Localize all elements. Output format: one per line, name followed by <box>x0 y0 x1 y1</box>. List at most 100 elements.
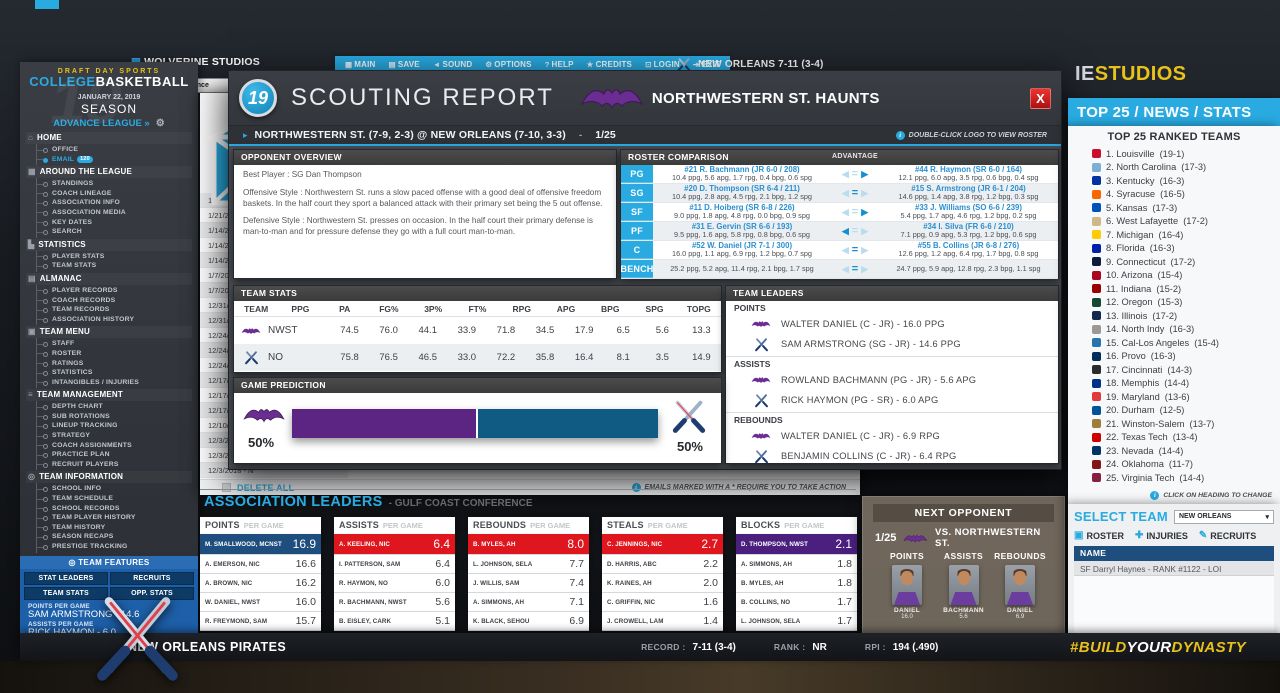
home-player-cell[interactable]: #11 D. Hoiberg (SR 6-8 / 226) 9.0 ppg, 1.… <box>653 203 831 221</box>
leader-row[interactable]: SAM ARMSTRONG (SG - JR) - 14.6 PPG <box>734 334 1050 354</box>
leader-row[interactable]: WALTER DANIEL (C - JR) - 6.9 RPG <box>734 426 1050 446</box>
sidebar-section-header[interactable]: ▙ STATISTICS <box>26 238 192 251</box>
sidebar-item[interactable]: STANDINGS <box>37 179 192 189</box>
sidebar-item[interactable]: ASSOCIATION HISTORY <box>37 315 192 325</box>
recruit-row[interactable]: SF Darryl Haynes - RANK #1122 - LOI <box>1074 561 1274 576</box>
association-leader-row[interactable]: A. KEELING, NIC 6.4 <box>334 534 455 555</box>
sidebar-item[interactable]: OFFICE <box>37 145 192 155</box>
sidebar-item[interactable]: ASSOCIATION INFO <box>37 198 192 208</box>
sidebar-item[interactable]: PLAYER RECORDS <box>37 286 192 296</box>
quickstat[interactable]: POINTS PER GAME SAM ARMSTRONG - 14.6 <box>20 602 198 620</box>
sidebar-item[interactable]: RECRUIT PLAYERS <box>37 460 192 470</box>
ranked-team-row[interactable]: 19. Maryland (13-6) <box>1068 390 1280 404</box>
sidebar-item[interactable]: SCHOOL INFO <box>37 484 192 494</box>
home-player-cell[interactable]: #20 D. Thompson (SR 6-4 / 211) 10.4 ppg, … <box>653 184 831 202</box>
association-leader-row[interactable]: I. PATTERSON, SAM 6.4 <box>334 555 455 574</box>
ranked-team-row[interactable]: 21. Winston-Salem (13-7) <box>1068 417 1280 431</box>
menu-item[interactable]: ➔ EXIT <box>693 60 720 69</box>
sidebar-item[interactable]: COACH ASSIGNMENTS <box>37 441 192 451</box>
bat-logo[interactable] <box>580 79 644 117</box>
sidebar-item[interactable]: INTANGIBLES / INJURIES <box>37 378 192 388</box>
sidebar-section-header[interactable]: ▦ AROUND THE LEAGUE <box>26 166 192 179</box>
ranked-team-row[interactable]: 10. Arizona (15-4) <box>1068 269 1280 283</box>
sidebar-item[interactable]: SCHOOL RECORDS <box>37 504 192 514</box>
association-leader-row[interactable]: A. SIMMONS, AH 1.8 <box>736 555 857 574</box>
feature-button[interactable]: RECRUITS <box>110 571 194 585</box>
association-leader-row[interactable]: L. JOHNSON, SELA 7.7 <box>468 555 589 574</box>
ranked-team-row[interactable]: 9. Connecticut (17-2) <box>1068 255 1280 269</box>
menu-item[interactable]: ▦ MAIN <box>345 60 376 69</box>
association-leader-row[interactable]: A. BROWN, NIC 16.2 <box>200 574 321 593</box>
ranked-team-row[interactable]: 16. Provo (16-3) <box>1068 350 1280 364</box>
association-leader-row[interactable]: K. RAINES, AH 2.0 <box>602 574 723 593</box>
ranked-team-row[interactable]: 25. Virginia Tech (14-4) <box>1068 471 1280 485</box>
ranked-team-row[interactable]: 5. Kansas (17-3) <box>1068 201 1280 215</box>
away-player-cell[interactable]: 24.7 ppg, 5.9 apg, 12.8 rpg, 2.3 bpg, 1.… <box>879 260 1058 278</box>
leader-column-header[interactable]: REBOUNDS PER GAME <box>468 517 589 534</box>
menu-item[interactable]: ? HELP <box>545 60 574 69</box>
ranked-team-row[interactable]: 18. Memphis (14-4) <box>1068 377 1280 391</box>
home-player-cell[interactable]: #31 E. Gervin (SR 6-6 / 193) 9.5 ppg, 1.6… <box>653 222 831 240</box>
sidebar-item[interactable]: PRESTIGE TRACKING <box>37 542 192 552</box>
sidebar-item[interactable]: COACH LINEAGE <box>37 189 192 199</box>
leader-row[interactable]: BENJAMIN COLLINS (C - JR) - 6.4 RPG <box>734 446 1050 466</box>
sidebar-item[interactable]: STAFF <box>37 339 192 349</box>
sidebar-item[interactable]: ROSTER <box>37 349 192 359</box>
association-leader-row[interactable]: C. JENNINGS, NIC 2.7 <box>602 534 723 555</box>
team-features-header[interactable]: ◎ TEAM FEATURES <box>20 555 198 569</box>
ranked-team-row[interactable]: 14. North Indy (16-3) <box>1068 323 1280 337</box>
next-opponent-leader[interactable]: POINTS DANIEL 16.0 <box>879 551 935 620</box>
menu-item[interactable]: ▤ SAVE <box>389 60 420 69</box>
top25-news-stats-header[interactable]: TOP 25 / NEWS / STATS <box>1068 98 1280 126</box>
ranked-team-row[interactable]: 15. Cal-Los Angeles (15-4) <box>1068 336 1280 350</box>
recruit-name-column-header[interactable]: NAME <box>1074 546 1274 561</box>
ranked-team-row[interactable]: 11. Indiana (15-2) <box>1068 282 1280 296</box>
away-player-cell[interactable]: #33 J. Williams (SO 6-6 / 239) 5.4 ppg, 1… <box>879 203 1058 221</box>
sidebar-item[interactable]: PLAYER STATS <box>37 252 192 262</box>
bat-logo[interactable] <box>903 531 928 546</box>
sidebar-section-header[interactable]: ▤ ALMANAC <box>26 272 192 285</box>
leader-row[interactable]: WALTER DANIEL (C - JR) - 16.0 PPG <box>734 314 1050 334</box>
association-leader-row[interactable]: A. EMERSON, NIC 16.6 <box>200 555 321 574</box>
ranked-team-row[interactable]: 8. Florida (16-3) <box>1068 242 1280 256</box>
team-view-button[interactable]: ✎ RECRUITS <box>1199 530 1256 541</box>
association-leader-row[interactable]: C. GRIFFIN, NIC 1.6 <box>602 593 723 612</box>
feature-button[interactable]: TEAM STATS <box>24 586 108 600</box>
ranked-team-row[interactable]: 3. Kentucky (16-3) <box>1068 174 1280 188</box>
association-leaders-label[interactable]: ASSOCIATION LEADERS <box>204 494 383 510</box>
menu-item[interactable]: ◄ SOUND <box>433 60 473 69</box>
association-leader-row[interactable]: B. MYLES, AH 8.0 <box>468 534 589 555</box>
sidebar-item[interactable]: TEAM STATS <box>37 261 192 271</box>
home-player-cell[interactable]: 25.2 ppg, 5.2 apg, 11.4 rpg, 2.1 bpg, 1.… <box>653 260 831 278</box>
away-player-cell[interactable]: #44 R. Haymon (SR 6-0 / 164) 12.1 ppg, 6.… <box>879 165 1058 183</box>
association-leader-row[interactable]: B. EISLEY, CARK 5.1 <box>334 612 455 631</box>
ranked-team-row[interactable]: 7. Michigan (16-4) <box>1068 228 1280 242</box>
delete-all-checkbox[interactable] <box>222 483 231 492</box>
gear-icon[interactable]: ⚙ <box>155 118 165 129</box>
leader-row[interactable]: RICK HAYMON (PG - SR) - 6.0 APG <box>734 390 1050 410</box>
sidebar-item[interactable]: LINEUP TRACKING <box>37 421 192 431</box>
quickstat[interactable]: ASSISTS PER GAME RICK HAYMON - 6.0 <box>20 620 198 637</box>
association-leader-row[interactable]: J. WILLIS, SAM 7.4 <box>468 574 589 593</box>
association-leader-row[interactable]: A. SIMMONS, AH 7.1 <box>468 593 589 612</box>
ranked-team-row[interactable]: 4. Syracuse (16-5) <box>1068 188 1280 202</box>
sidebar-item[interactable]: RATINGS <box>37 359 192 369</box>
association-leader-row[interactable]: L. JOHNSON, SELA 1.7 <box>736 612 857 631</box>
ranked-team-row[interactable]: 1. Louisville (19-1) <box>1068 147 1280 161</box>
close-button[interactable]: X <box>1030 87 1051 109</box>
association-leader-row[interactable]: W. DANIEL, NWST 16.0 <box>200 593 321 612</box>
sidebar-section-header[interactable]: ◎ TEAM INFORMATION <box>26 471 192 484</box>
leader-column-header[interactable]: POINTS PER GAME <box>200 517 321 534</box>
sidebar-item[interactable]: STATISTICS <box>37 368 192 378</box>
team-dropdown[interactable]: NEW ORLEANS ▾ <box>1173 509 1274 524</box>
away-player-cell[interactable]: #15 S. Armstrong (JR 6-1 / 204) 14.6 ppg,… <box>879 184 1058 202</box>
sidebar-item[interactable]: COACH RECORDS <box>37 296 192 306</box>
sidebar-item[interactable]: SUB ROTATIONS <box>37 412 192 422</box>
sidebar-item[interactable]: KEY DATES <box>37 218 192 228</box>
team-view-button[interactable]: ✚ INJURIES <box>1135 530 1188 541</box>
sidebar-item[interactable]: PRACTICE PLAN <box>37 450 192 460</box>
team-view-button[interactable]: ▣ ROSTER <box>1074 530 1124 541</box>
feature-button[interactable]: OPP. STATS <box>110 586 194 600</box>
ranked-team-row[interactable]: 12. Oregon (15-3) <box>1068 296 1280 310</box>
leader-row[interactable]: ROWLAND BACHMANN (PG - JR) - 5.6 APG <box>734 370 1050 390</box>
